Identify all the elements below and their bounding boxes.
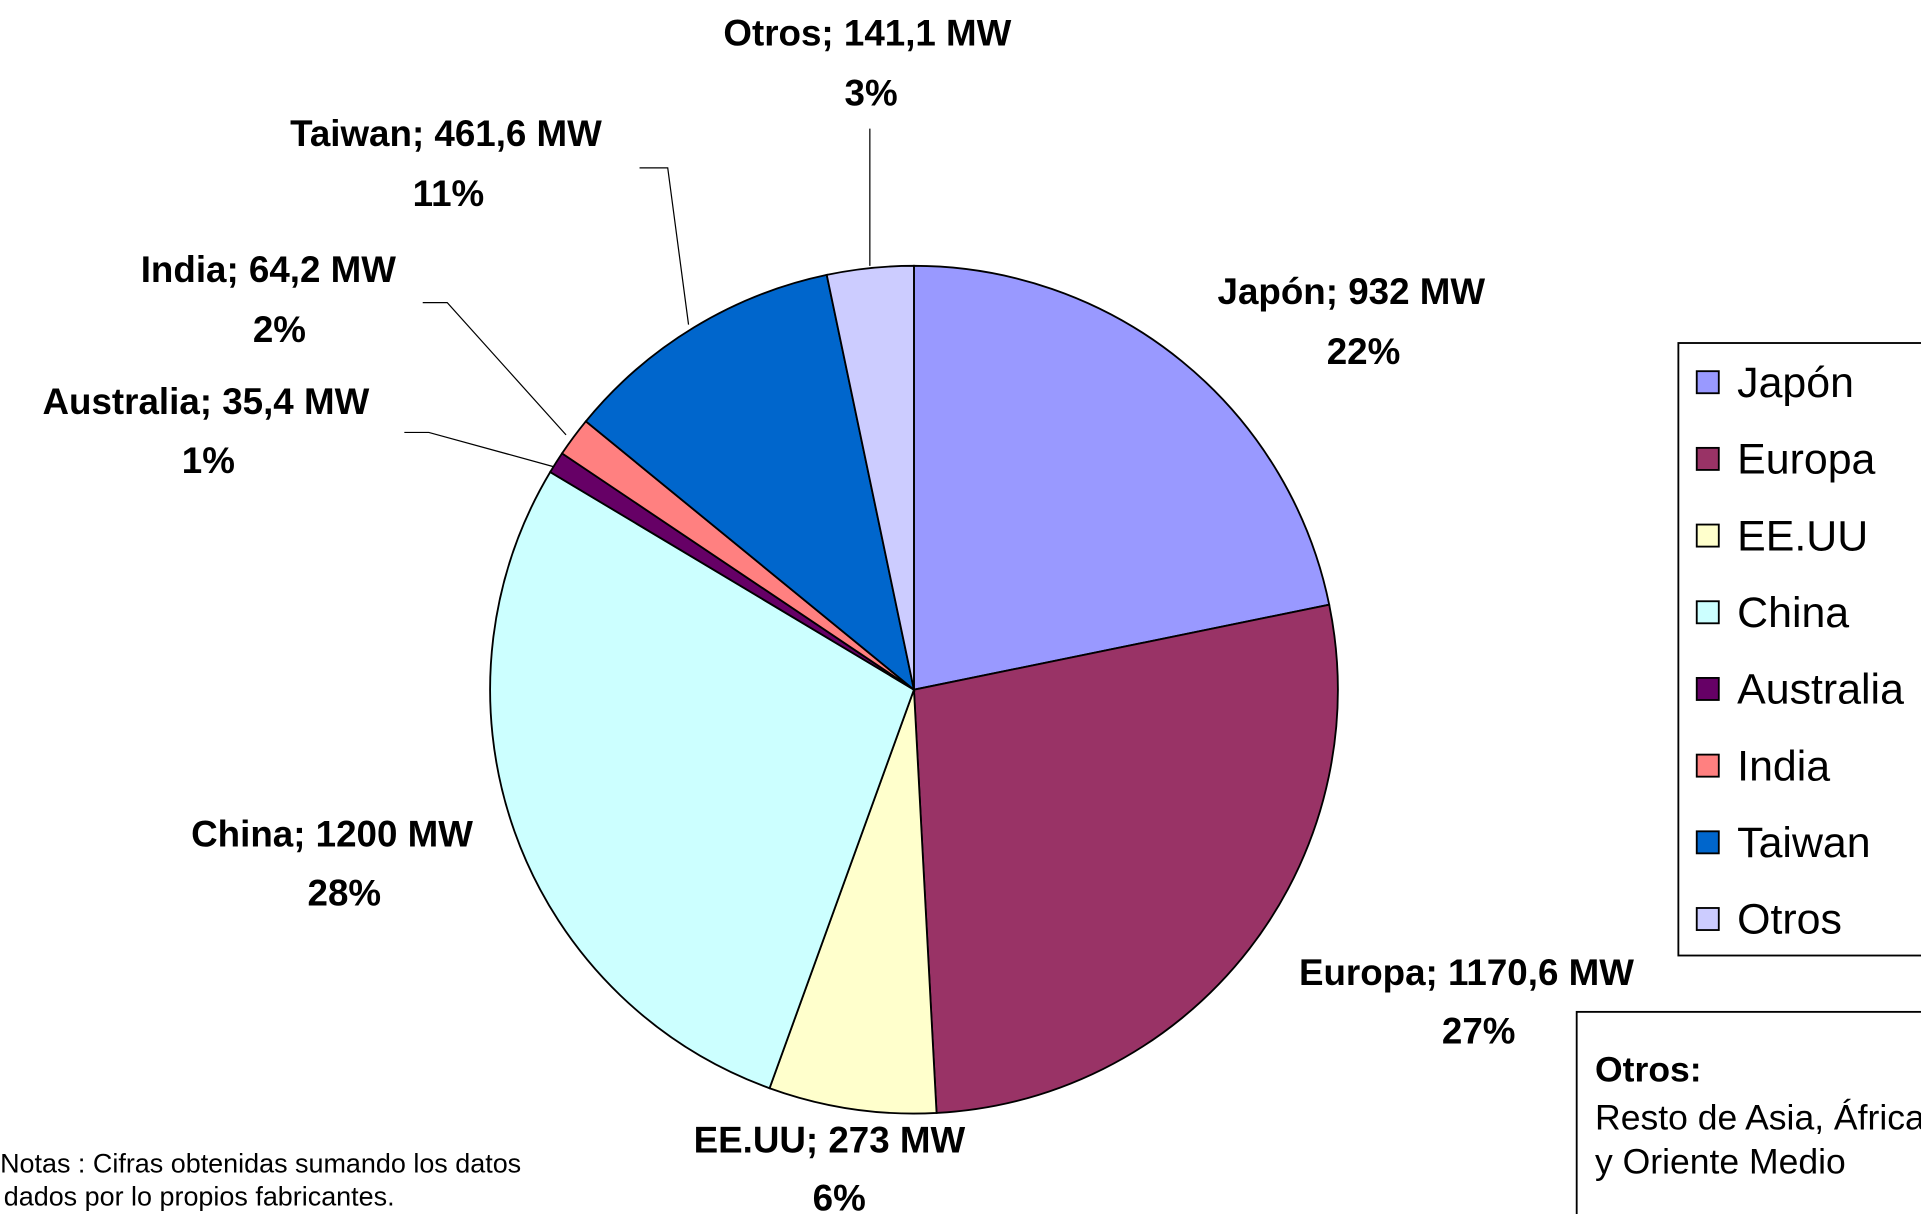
legend-swatch [1695, 830, 1720, 855]
legend-swatch [1695, 523, 1720, 548]
data-label: Europa; 1170,6 MW [1299, 952, 1634, 993]
pie-slice [913, 264, 1331, 691]
percent-label: 3% [845, 72, 898, 113]
pie-slice [489, 470, 916, 1090]
pie-slice [768, 689, 938, 1115]
percent-label: 22% [1327, 331, 1401, 372]
legend-label: Japón [1737, 359, 1854, 407]
data-label: Taiwan; 461,6 MW [290, 113, 602, 154]
percent-label: 2% [253, 309, 306, 350]
legend-label: India [1737, 742, 1830, 790]
legend-label: Taiwan [1737, 819, 1870, 867]
note-line: Resto de Asia, África [1595, 1097, 1921, 1137]
percent-label: 27% [1442, 1011, 1516, 1052]
percent-label: 28% [308, 872, 382, 913]
data-label: Japón; 932 MW [1218, 271, 1486, 312]
note-title: Otros: [1595, 1050, 1702, 1090]
labels: Japón; 932 MW 22% Europa; 1170,6 MW 27% EE.U… [43, 12, 1635, 1214]
leader-line [404, 431, 554, 468]
legend-swatch [1695, 907, 1720, 931]
legend-label: China [1737, 589, 1849, 637]
footnote: Notas : Cifras obtenidas sumando los dat… [0, 1148, 521, 1178]
legend-label: Otros [1737, 896, 1842, 944]
pie-slice [584, 273, 916, 693]
pie [489, 264, 1339, 1115]
legend-swatch [1695, 600, 1720, 625]
legend-swatch [1695, 753, 1720, 778]
percent-label: 6% [813, 1177, 866, 1214]
percent-label: 11% [413, 173, 485, 214]
data-label: Australia; 35,4 MW [43, 381, 370, 422]
pie-slice [912, 603, 1339, 1114]
footnote: dados por lo propios fabricantes. [4, 1181, 395, 1211]
legend-label: Europa [1737, 436, 1875, 484]
data-label: India; 64,2 MW [141, 249, 397, 290]
percent-label: 1% [182, 440, 235, 481]
leader-line [639, 167, 690, 325]
legend-label: Australia [1737, 666, 1904, 714]
legend-label: EE.UU [1737, 512, 1868, 560]
legend: Japón Europa EE.UU China Australia India Taiwa… [1695, 359, 1904, 944]
note-line: y Oriente Medio [1595, 1142, 1846, 1182]
legend-swatch [1695, 677, 1720, 701]
data-label: China; 1200 MW [191, 813, 473, 854]
pie-slice [825, 264, 915, 690]
legend-swatch [1695, 446, 1720, 471]
note-box [1575, 1010, 1921, 1214]
data-label: Otros; 141,1 MW [723, 12, 1011, 53]
legend-swatch [1695, 370, 1720, 395]
data-label: EE.UU; 273 MW [694, 1120, 966, 1161]
leader-line [422, 301, 567, 436]
